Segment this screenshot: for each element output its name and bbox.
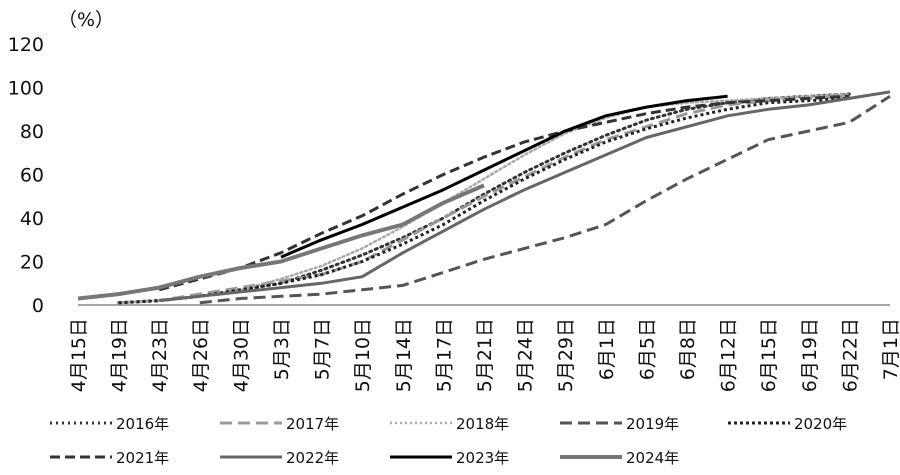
y-unit-label: （%） <box>58 9 114 31</box>
x-tick-label: 4月19日 <box>109 318 131 392</box>
x-tick-label: 6月22日 <box>839 318 861 392</box>
x-tick-label: 5月14日 <box>393 318 415 392</box>
y-tick-label: 40 <box>20 208 44 230</box>
y-tick-label: 0 <box>32 295 44 317</box>
legend-item: 2020年 <box>728 415 847 433</box>
y-tick-label: 100 <box>8 78 44 100</box>
legend-item: 2024年 <box>560 449 679 467</box>
x-tick-label: 7月1日 <box>880 318 900 380</box>
x-tick-label: 5月7日 <box>312 318 334 380</box>
legend-label: 2016年 <box>116 415 169 433</box>
y-tick-label: 80 <box>20 121 44 143</box>
x-tick-label: 4月15日 <box>68 318 90 392</box>
legend: 2016年 2017年 2018年 2019年 2020年 2021年 2022年 2023年… <box>50 415 847 467</box>
legend-label: 2023年 <box>456 449 509 467</box>
series-line-2023年 <box>280 94 728 259</box>
legend-item: 2016年 <box>50 415 169 433</box>
legend-label: 2017年 <box>286 415 339 433</box>
series-line-2020年 <box>118 96 850 305</box>
y-tick-label: 120 <box>8 34 44 56</box>
x-tick-label: 6月5日 <box>636 318 658 380</box>
legend-label: 2021年 <box>116 449 169 467</box>
x-tick-label: 6月15日 <box>758 318 780 392</box>
legend-label: 2020年 <box>794 415 847 433</box>
x-tick-label: 5月10日 <box>352 318 374 392</box>
legend-label: 2018年 <box>456 415 509 433</box>
x-tick-label: 6月19日 <box>799 318 821 392</box>
legend-label: 2024年 <box>626 449 679 467</box>
legend-item: 2019年 <box>560 415 679 433</box>
x-tick-label: 5月21日 <box>474 318 496 392</box>
legend-label: 2019年 <box>626 415 679 433</box>
x-tick-label: 5月29日 <box>555 318 577 392</box>
legend-item: 2017年 <box>220 415 339 433</box>
series-line-2021年 <box>158 94 850 292</box>
x-tick-label: 4月30日 <box>230 318 252 392</box>
series-lines <box>77 90 891 305</box>
x-tick-label: 6月1日 <box>596 318 618 380</box>
legend-item: 2023年 <box>390 449 509 467</box>
y-tick-label: 20 <box>20 252 44 274</box>
x-tick-label: 6月8日 <box>677 318 699 380</box>
series-line-2024年 <box>77 183 485 301</box>
legend-label: 2022年 <box>286 449 339 467</box>
series-line-2019年 <box>199 94 891 305</box>
legend-item: 2018年 <box>390 415 509 433</box>
series-line-2022年 <box>159 90 891 303</box>
x-tick-label: 5月17日 <box>433 318 455 392</box>
legend-item: 2022年 <box>220 449 339 467</box>
x-axis-ticks: 4月15日 4月19日 4月23日 4月26日 4月30日 5月3日 5月7日 5月10日 5月… <box>68 318 900 392</box>
legend-item: 2021年 <box>50 449 169 467</box>
y-axis-ticks: 0 20 40 60 80 100 120 <box>8 34 44 317</box>
x-tick-label: 4月26日 <box>190 318 212 392</box>
x-tick-label: 6月12日 <box>718 318 740 392</box>
y-tick-label: 60 <box>20 165 44 187</box>
series-line-2017年 <box>118 94 850 305</box>
x-tick-label: 5月24日 <box>515 318 537 392</box>
x-tick-label: 4月23日 <box>149 318 171 392</box>
x-tick-label: 5月3日 <box>271 318 293 380</box>
